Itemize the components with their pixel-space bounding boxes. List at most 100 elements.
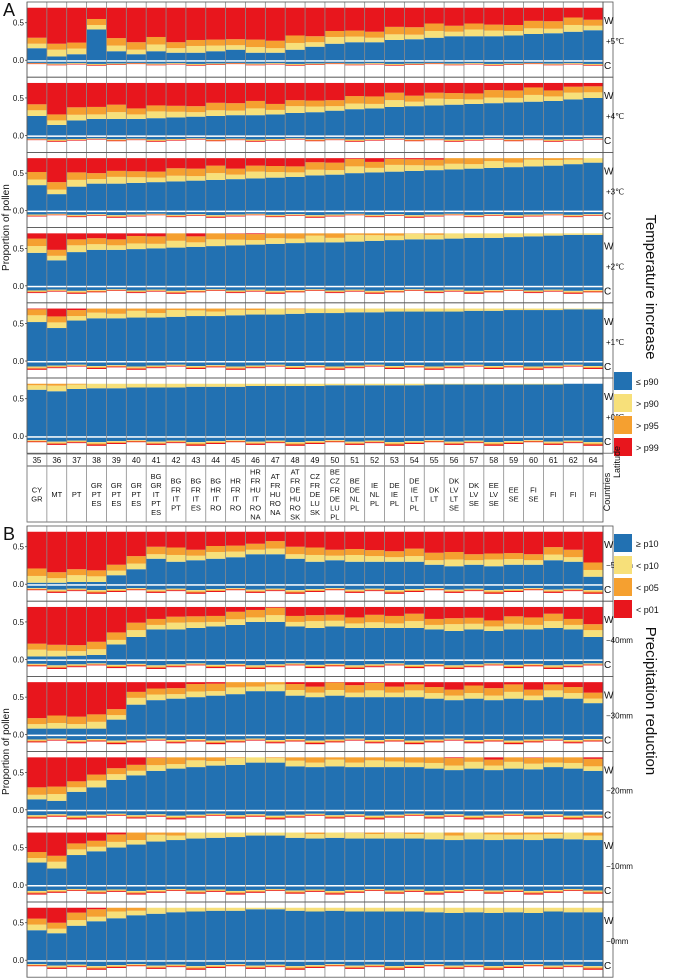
bar-segment (503, 287, 524, 290)
bar-segment (463, 682, 485, 686)
bar-segment (66, 186, 87, 211)
bar-segment (166, 138, 187, 140)
bar-segment (205, 45, 226, 52)
bar-segment (364, 886, 385, 889)
bar-segment (503, 97, 524, 103)
bar-segment (364, 614, 385, 623)
bar-segment (543, 684, 564, 691)
bar-segment (384, 139, 405, 140)
bar-segment (444, 695, 465, 701)
bar-segment (305, 235, 326, 243)
bar-segment (404, 158, 425, 160)
bar-segment (27, 656, 48, 660)
bar-segment (46, 316, 68, 323)
bar-segment (583, 158, 604, 163)
bar-segment (305, 383, 326, 386)
country-code: FR (290, 477, 301, 486)
bar-segment (324, 313, 346, 362)
bar-segment (324, 759, 346, 767)
bar-segment (503, 102, 524, 136)
bar-segment (86, 215, 107, 216)
bar-segment (523, 440, 544, 442)
bar-segment (583, 968, 604, 970)
bar-segment (285, 626, 306, 660)
country-code: IT (252, 495, 259, 504)
bar-segment (27, 322, 48, 362)
bar-segment (424, 7, 445, 24)
bar-segment (285, 158, 306, 167)
bar-segment (146, 660, 167, 666)
bar-segment (285, 592, 306, 594)
bar-segment (205, 695, 226, 735)
bar-segment (463, 623, 485, 630)
bar-segment (126, 387, 147, 437)
bar-segment (205, 233, 226, 240)
country-code: IT (192, 495, 199, 504)
bar-segment (66, 383, 87, 385)
bar-segment (86, 787, 107, 810)
bar-segment (46, 64, 68, 66)
bar-segment (364, 442, 385, 444)
bar-segment (46, 114, 68, 121)
bar-segment (66, 42, 87, 49)
bar-segment (205, 362, 226, 366)
bar-segment (384, 627, 405, 660)
bar-segment (344, 61, 365, 64)
bar-segment (106, 61, 127, 64)
bar-segment (523, 757, 544, 764)
latitude-label: 42 (172, 456, 181, 465)
bar-segment (424, 815, 445, 817)
bar-segment (166, 117, 187, 136)
bar-segment (146, 248, 167, 286)
bar-segment (27, 930, 48, 961)
bar-segment (523, 308, 544, 311)
bar-segment (364, 589, 385, 591)
bar-segment (503, 629, 524, 660)
bar-segment (305, 158, 326, 163)
bar-segment (86, 367, 107, 368)
bar-segment (126, 61, 147, 63)
row-strip (602, 377, 614, 454)
bar-segment (324, 110, 346, 136)
bar-segment (424, 736, 445, 740)
bar-segment (324, 663, 346, 665)
bar-segment (265, 140, 286, 141)
bar-segment (563, 817, 584, 819)
bar-segment (166, 383, 187, 388)
bar-segment (225, 531, 246, 546)
bar-segment (106, 170, 127, 177)
bar-segment (344, 739, 365, 741)
bar-segment (483, 291, 504, 293)
bar-segment (503, 136, 524, 140)
bar-segment (205, 179, 226, 211)
bar-segment (185, 112, 207, 117)
bar-segment (305, 140, 326, 142)
bar-segment (404, 531, 425, 549)
bar-segment (563, 561, 584, 585)
bar-segment (483, 815, 504, 817)
bar-segment (305, 36, 326, 43)
bar-segment (305, 664, 326, 666)
latitude-label: 57 (469, 456, 478, 465)
bar-segment (364, 556, 385, 562)
bar-segment (523, 63, 544, 64)
bar-segment (384, 966, 405, 968)
bar-segment (225, 63, 246, 64)
bar-segment (126, 630, 147, 637)
bar-segment (46, 589, 68, 591)
country-code: FR (330, 486, 341, 495)
bar-segment (324, 585, 346, 589)
country-code: DE (310, 490, 320, 499)
bar-segment (384, 590, 405, 592)
bar-segment (463, 158, 485, 165)
latitude-label: 45 (231, 456, 240, 465)
bar-segment (225, 665, 246, 667)
bar-segment (66, 48, 87, 55)
bar-segment (46, 961, 68, 966)
bar-segment (265, 811, 286, 816)
bar-segment (285, 606, 306, 616)
bar-segment (404, 767, 425, 810)
bar-segment (503, 590, 524, 592)
bar-segment (126, 171, 147, 178)
bar-segment (543, 736, 564, 739)
